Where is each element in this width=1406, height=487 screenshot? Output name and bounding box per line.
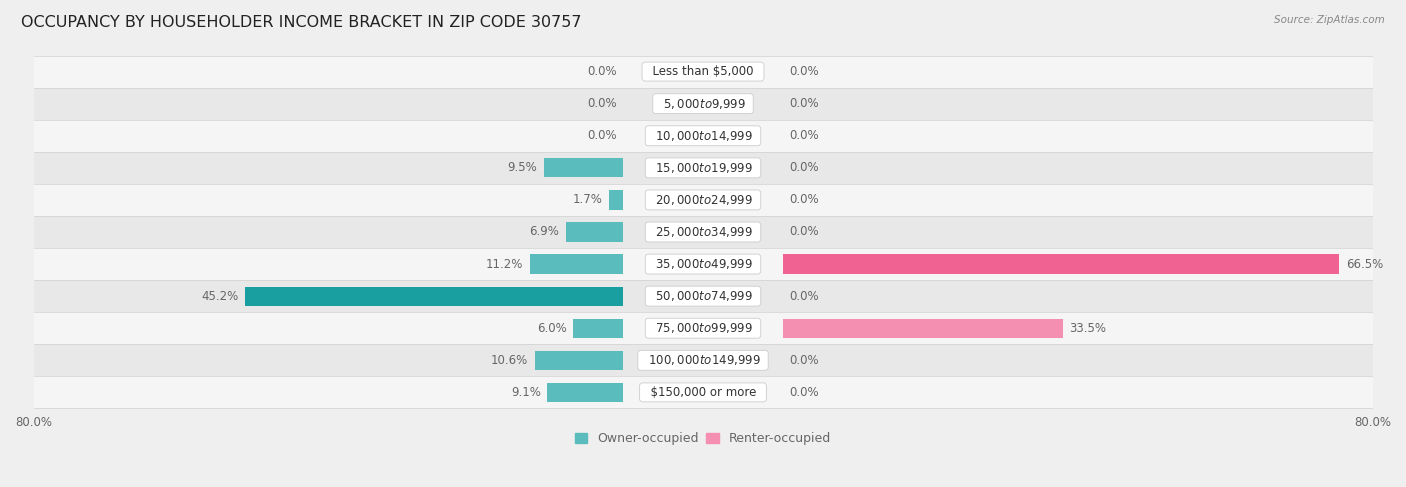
- Text: $10,000 to $14,999: $10,000 to $14,999: [648, 129, 758, 143]
- Text: 0.0%: 0.0%: [789, 225, 818, 239]
- Text: 0.0%: 0.0%: [789, 354, 818, 367]
- Text: 0.0%: 0.0%: [789, 129, 818, 142]
- Text: 0.0%: 0.0%: [789, 290, 818, 302]
- Text: $35,000 to $49,999: $35,000 to $49,999: [648, 257, 758, 271]
- Text: 0.0%: 0.0%: [789, 386, 818, 399]
- Bar: [17, 56, 1389, 88]
- Legend: Owner-occupied, Renter-occupied: Owner-occupied, Renter-occupied: [569, 427, 837, 450]
- Text: $50,000 to $74,999: $50,000 to $74,999: [648, 289, 758, 303]
- Text: 11.2%: 11.2%: [485, 258, 523, 271]
- Text: $75,000 to $99,999: $75,000 to $99,999: [648, 321, 758, 335]
- Text: 0.0%: 0.0%: [789, 65, 818, 78]
- Bar: [17, 376, 1389, 409]
- Bar: [534, 351, 623, 370]
- Text: 66.5%: 66.5%: [1346, 258, 1384, 271]
- Text: 6.0%: 6.0%: [537, 322, 567, 335]
- Text: 0.0%: 0.0%: [588, 65, 617, 78]
- Text: $150,000 or more: $150,000 or more: [643, 386, 763, 399]
- Bar: [17, 312, 1389, 344]
- Text: Less than $5,000: Less than $5,000: [645, 65, 761, 78]
- Text: $25,000 to $34,999: $25,000 to $34,999: [648, 225, 758, 239]
- Bar: [530, 254, 623, 274]
- Text: $100,000 to $149,999: $100,000 to $149,999: [641, 353, 765, 367]
- Bar: [547, 383, 623, 402]
- Text: 0.0%: 0.0%: [789, 97, 818, 110]
- Bar: [17, 120, 1389, 152]
- Text: 0.0%: 0.0%: [588, 97, 617, 110]
- Bar: [17, 152, 1389, 184]
- Text: 0.0%: 0.0%: [588, 129, 617, 142]
- Text: 10.6%: 10.6%: [491, 354, 529, 367]
- Bar: [17, 280, 1389, 312]
- Text: OCCUPANCY BY HOUSEHOLDER INCOME BRACKET IN ZIP CODE 30757: OCCUPANCY BY HOUSEHOLDER INCOME BRACKET …: [21, 15, 582, 30]
- Text: 0.0%: 0.0%: [789, 161, 818, 174]
- Text: 1.7%: 1.7%: [572, 193, 603, 206]
- Text: 9.5%: 9.5%: [508, 161, 537, 174]
- Text: 9.1%: 9.1%: [510, 386, 541, 399]
- Bar: [544, 158, 623, 177]
- Text: Source: ZipAtlas.com: Source: ZipAtlas.com: [1274, 15, 1385, 25]
- Text: 6.9%: 6.9%: [529, 225, 560, 239]
- Bar: [565, 223, 623, 242]
- Text: $15,000 to $19,999: $15,000 to $19,999: [648, 161, 758, 175]
- Text: 33.5%: 33.5%: [1070, 322, 1107, 335]
- Bar: [17, 248, 1389, 280]
- Bar: [783, 254, 1339, 274]
- Text: $5,000 to $9,999: $5,000 to $9,999: [655, 97, 751, 111]
- Bar: [17, 88, 1389, 120]
- Bar: [783, 318, 1063, 338]
- Text: 45.2%: 45.2%: [201, 290, 239, 302]
- Bar: [17, 216, 1389, 248]
- Text: 0.0%: 0.0%: [789, 193, 818, 206]
- Bar: [245, 286, 623, 306]
- Text: $20,000 to $24,999: $20,000 to $24,999: [648, 193, 758, 207]
- Bar: [17, 344, 1389, 376]
- Bar: [609, 190, 623, 209]
- Bar: [17, 184, 1389, 216]
- Bar: [574, 318, 623, 338]
